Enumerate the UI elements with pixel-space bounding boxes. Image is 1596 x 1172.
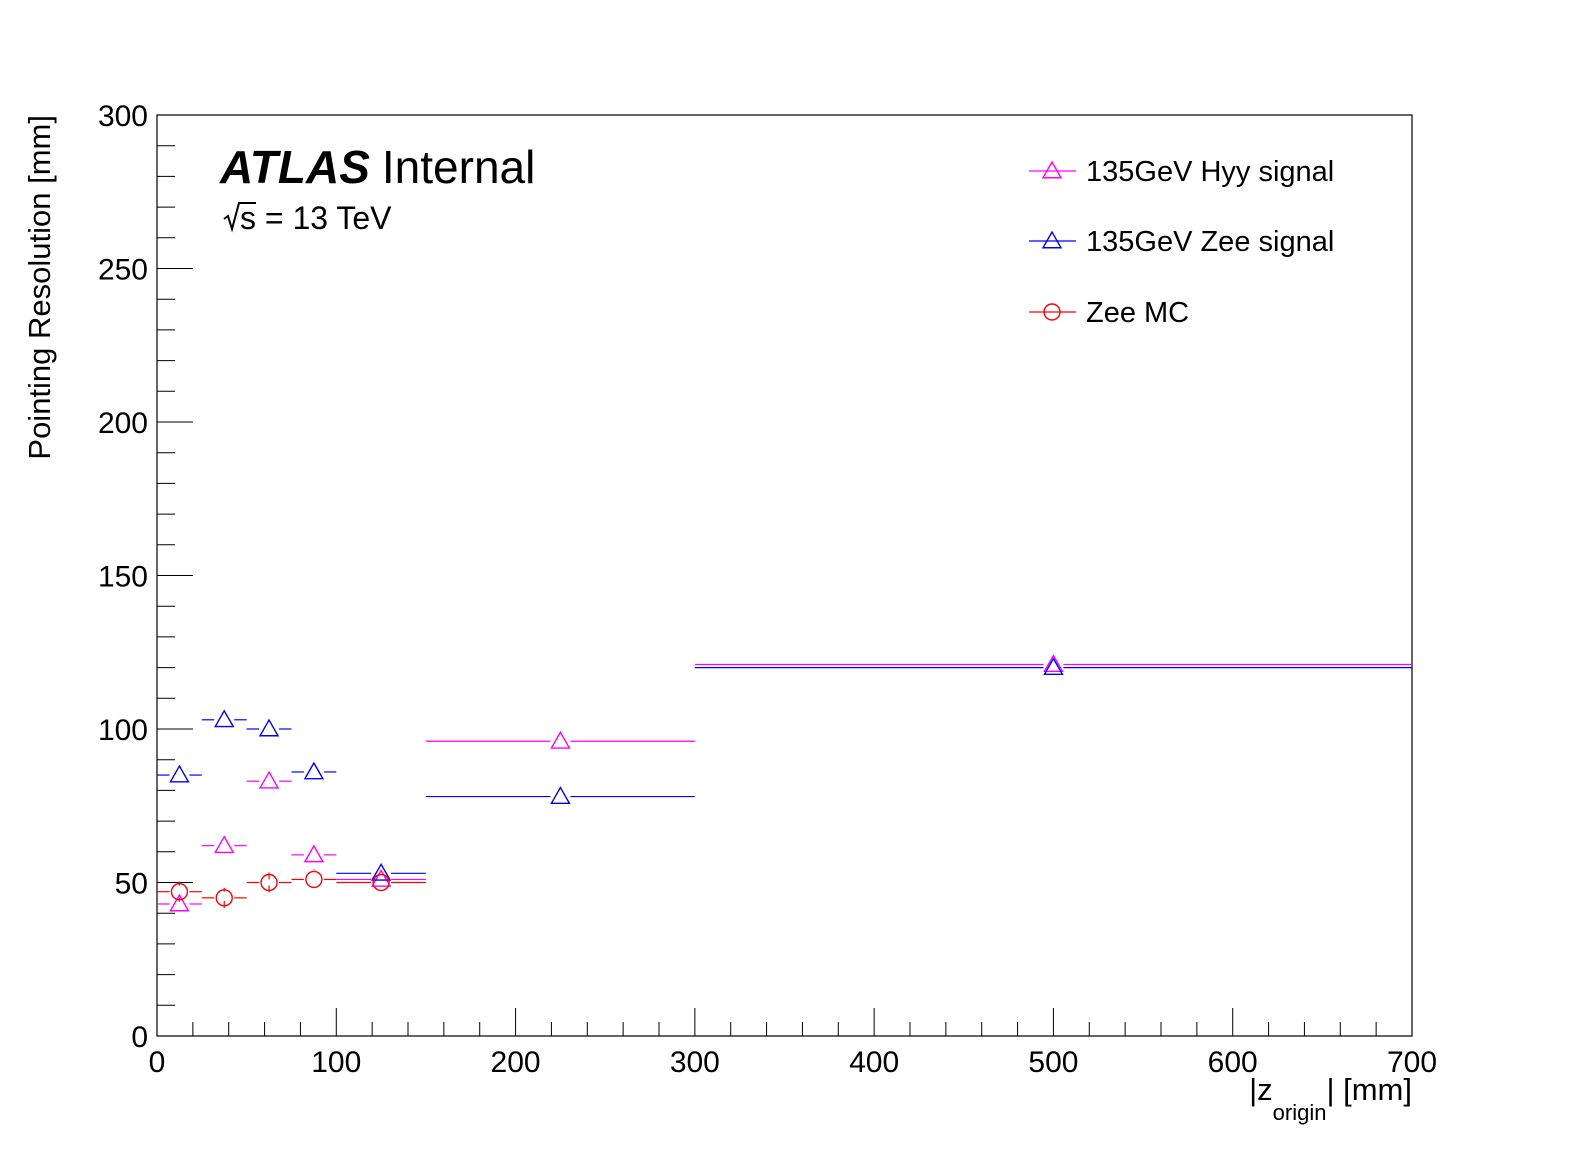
triangle-marker (370, 869, 392, 887)
data-point (157, 881, 202, 902)
data-point (291, 844, 337, 863)
data-point (157, 764, 202, 783)
y-axis-title: Pointing Resolution [mm] (22, 115, 57, 460)
data-point (425, 730, 695, 749)
data-point (246, 770, 292, 789)
triangle-marker (214, 835, 235, 854)
legend: 135GeV Hyy signal 135GeV Zee signal Zee MC (1029, 156, 1334, 329)
y-tick-label: 0 (131, 1021, 148, 1054)
data-point (246, 872, 292, 893)
legend-entry: 135GeV Zee signal (1029, 226, 1334, 258)
data-point (694, 654, 1412, 672)
x-axis-title: |zorigin| [mm] (1249, 1072, 1412, 1125)
triangle-marker (1043, 654, 1064, 672)
data-point (425, 786, 695, 804)
x-tick-label: 0 (149, 1046, 166, 1079)
x-tick-label: 200 (491, 1046, 541, 1079)
data-point (336, 862, 426, 881)
x-axis-title-subscript: origin (1273, 1100, 1327, 1125)
atlas-experiment: ATLAS (219, 141, 370, 193)
energy-label: s = 13 TeV (223, 200, 392, 236)
x-tick-label: 300 (670, 1046, 720, 1079)
series-1 (157, 657, 1412, 881)
triangle-marker (169, 764, 190, 783)
data-point (157, 893, 202, 912)
data-series (157, 654, 1412, 912)
y-tick-label: 300 (98, 100, 148, 133)
sqrt-sign-icon (223, 202, 256, 233)
triangle-marker (214, 709, 235, 728)
legend-circle-marker (1043, 303, 1061, 321)
circle-marker (215, 889, 233, 907)
legend-entry: Zee MC (1029, 297, 1189, 329)
y-tick-label: 50 (115, 868, 148, 901)
circle-marker (305, 870, 323, 889)
atlas-label: ATLAS Internal (219, 141, 535, 193)
y-tick-label: 250 (98, 254, 148, 287)
energy-text: s = 13 TeV (240, 200, 392, 236)
data-point (201, 835, 247, 854)
x-tick-label: 100 (311, 1046, 361, 1079)
triangle-marker (550, 730, 571, 749)
series-0 (157, 654, 1412, 912)
legend-label: Zee MC (1086, 297, 1189, 329)
data-point (201, 887, 247, 908)
circle-marker (260, 873, 278, 892)
triangle-marker (258, 718, 280, 737)
x-axis-title-prefix: |z (1249, 1072, 1273, 1107)
axis-ticks (156, 114, 1413, 1037)
triangle-marker (169, 893, 190, 912)
y-tick-label: 100 (98, 714, 148, 747)
legend-triangle-marker (1041, 160, 1063, 179)
triangle-marker (303, 761, 325, 780)
legend-triangle-marker (1041, 230, 1063, 249)
data-point (201, 709, 247, 728)
triangle-marker (303, 844, 325, 863)
y-tick-label: 150 (98, 561, 148, 594)
data-point (291, 761, 337, 780)
legend-label: 135GeV Zee signal (1086, 226, 1334, 258)
circle-marker (170, 883, 189, 901)
triangle-marker (370, 862, 392, 881)
triangle-marker (1043, 657, 1064, 676)
legend-entry: 135GeV Hyy signal (1029, 156, 1334, 188)
atlas-status: Internal (382, 141, 535, 193)
x-tick-label: 400 (849, 1046, 899, 1079)
data-point (694, 657, 1412, 676)
x-tick-labels: 0 100 200 300 400 500 600 700 (149, 1046, 1437, 1079)
series-2 (157, 869, 426, 908)
data-point (336, 869, 426, 887)
y-tick-labels: 0 50 100 150 200 250 300 (98, 100, 148, 1054)
x-tick-label: 600 (1208, 1046, 1258, 1079)
data-point (291, 869, 337, 889)
circle-marker (372, 873, 390, 892)
y-tick-label: 200 (98, 407, 148, 440)
x-tick-label: 700 (1387, 1046, 1437, 1079)
data-point (336, 873, 426, 892)
data-point (246, 718, 292, 737)
triangle-marker (258, 770, 280, 789)
legend-label: 135GeV Hyy signal (1086, 156, 1334, 188)
triangle-marker (550, 786, 571, 804)
x-tick-label: 500 (1028, 1046, 1078, 1079)
x-axis-title-suffix: | [mm] (1326, 1072, 1412, 1107)
